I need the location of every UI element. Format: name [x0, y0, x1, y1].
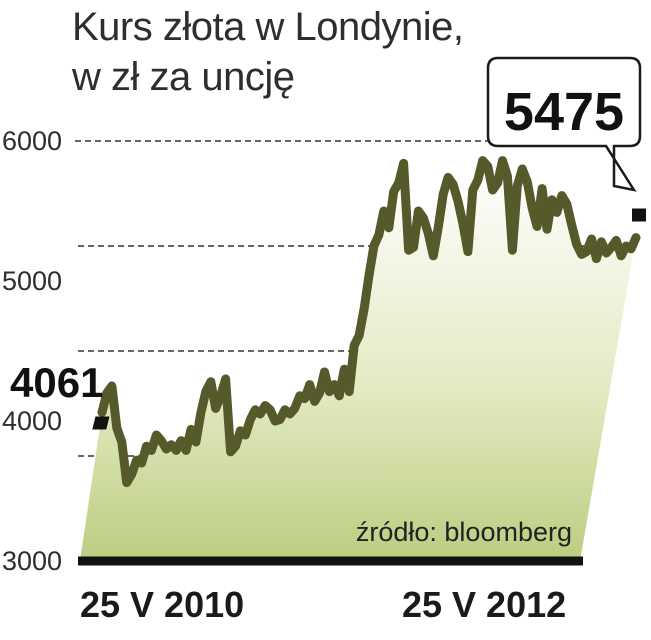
start-point-marker: [92, 416, 110, 430]
callout-bubble: [486, 56, 642, 192]
series-line: [97, 156, 641, 488]
start-value-label: 4061: [10, 359, 103, 406]
end-point-marker: [632, 208, 646, 222]
chart-title-line-2: w zł za uncję: [71, 55, 294, 99]
area-fill: [80, 160, 636, 561]
chart-title-line-1: Kurs złota w Londynie,: [72, 5, 463, 49]
x-tick-label-1: 25 V 2010: [80, 584, 244, 625]
y-tick-label: 3000: [2, 546, 62, 576]
y-tick-label: 6000: [2, 126, 62, 156]
y-axis-ticks: 3000 4000 5000 6000: [2, 126, 62, 576]
end-value-label: 5475: [504, 82, 624, 142]
x-tick-label-2: 25 V 2012: [402, 584, 566, 625]
y-tick-label: 4000: [2, 406, 62, 436]
y-tick-label: 5000: [2, 266, 62, 296]
source-note: źródło: bloomberg: [356, 517, 572, 547]
